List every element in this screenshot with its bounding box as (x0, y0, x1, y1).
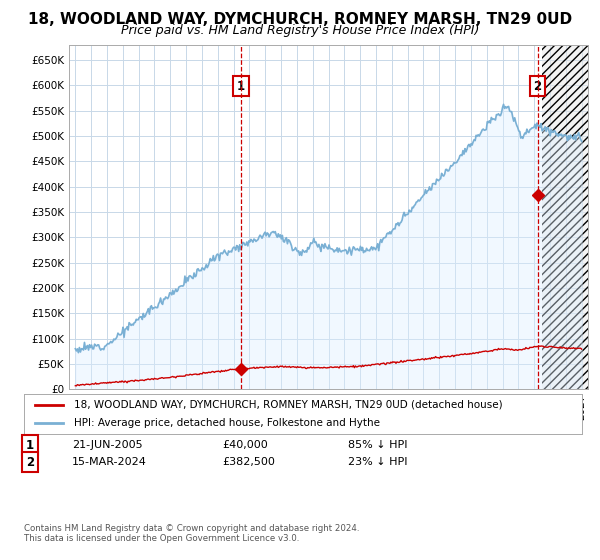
Text: 15-MAR-2024: 15-MAR-2024 (72, 457, 147, 467)
Text: 23% ↓ HPI: 23% ↓ HPI (348, 457, 407, 467)
Text: HPI: Average price, detached house, Folkestone and Hythe: HPI: Average price, detached house, Folk… (74, 418, 380, 428)
Text: 2: 2 (533, 80, 542, 92)
Text: 1: 1 (237, 80, 245, 92)
Text: £40,000: £40,000 (222, 440, 268, 450)
Text: 1: 1 (26, 438, 34, 452)
Text: 18, WOODLAND WAY, DYMCHURCH, ROMNEY MARSH, TN29 0UD (detached house): 18, WOODLAND WAY, DYMCHURCH, ROMNEY MARS… (74, 400, 503, 410)
Text: 85% ↓ HPI: 85% ↓ HPI (348, 440, 407, 450)
Text: £382,500: £382,500 (222, 457, 275, 467)
Text: 21-JUN-2005: 21-JUN-2005 (72, 440, 143, 450)
Text: 2: 2 (26, 455, 34, 469)
Text: Price paid vs. HM Land Registry's House Price Index (HPI): Price paid vs. HM Land Registry's House … (121, 24, 479, 36)
Text: Contains HM Land Registry data © Crown copyright and database right 2024.
This d: Contains HM Land Registry data © Crown c… (24, 524, 359, 543)
Text: 18, WOODLAND WAY, DYMCHURCH, ROMNEY MARSH, TN29 0UD: 18, WOODLAND WAY, DYMCHURCH, ROMNEY MARS… (28, 12, 572, 27)
